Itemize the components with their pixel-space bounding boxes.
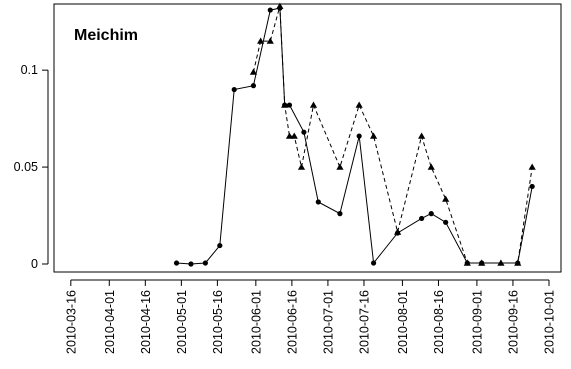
data-point: [514, 259, 522, 266]
y-axis: 0 0.05 0.1: [14, 63, 49, 271]
data-point: [336, 163, 344, 170]
data-point: [301, 129, 307, 135]
series-1: [173, 5, 535, 267]
x-tick-label: 2010-09-01: [470, 290, 484, 354]
data-point: [528, 163, 536, 170]
data-point: [309, 101, 318, 108]
data-point: [443, 219, 449, 225]
y-tick-label: 0.1: [21, 63, 38, 77]
data-point: [529, 183, 535, 190]
data-point: [370, 260, 377, 266]
plot-frame: [53, 3, 562, 273]
data-point: [173, 260, 180, 266]
data-point: [442, 195, 450, 202]
x-tick-label: 2010-09-16: [506, 290, 520, 354]
x-tick-label: 2010-03-16: [64, 290, 78, 354]
data-point: [478, 259, 486, 266]
data-point: [286, 102, 293, 108]
data-point: [290, 132, 298, 139]
data-point: [337, 211, 343, 217]
chart-title: Meichim: [74, 27, 138, 44]
data-point: [428, 211, 434, 217]
data-point: [250, 83, 257, 89]
data-point: [231, 86, 237, 93]
x-tick-label: 2010-04-01: [103, 290, 117, 354]
data-point: [356, 133, 362, 139]
x-tick-label: 2010-07-01: [321, 290, 335, 354]
series-2: [249, 2, 536, 266]
data-point: [315, 199, 321, 205]
data-point: [281, 101, 289, 108]
data-point: [285, 132, 294, 139]
data-point: [369, 132, 378, 139]
x-tick-label: 2010-07-16: [357, 290, 371, 354]
data-point: [463, 259, 471, 266]
y-tick-label: 0: [31, 257, 38, 271]
x-axis: 2010-03-16 2010-04-01 2010-04-16 2010-05-01…: [64, 279, 556, 354]
x-tick-label: 2010-06-16: [285, 290, 299, 354]
x-tick-label: 2010-05-16: [211, 290, 225, 354]
series-line: [176, 7, 533, 265]
data-point: [202, 260, 208, 266]
data-point: [267, 7, 273, 13]
data-point: [355, 101, 363, 108]
data-point: [419, 215, 425, 222]
x-tick-label: 2010-08-16: [432, 290, 446, 354]
data-point: [497, 259, 505, 266]
x-tick-label: 2010-04-16: [139, 290, 153, 354]
data-point: [217, 242, 223, 249]
data-point: [266, 37, 274, 44]
data-point: [297, 163, 306, 170]
data-point: [188, 261, 194, 267]
x-tick-label: 2010-05-01: [175, 290, 189, 354]
x-tick-label: 2010-10-01: [542, 290, 556, 354]
x-tick-label: 2010-08-01: [396, 290, 410, 354]
data-point: [394, 228, 402, 235]
data-point: [276, 2, 284, 9]
data-point: [249, 68, 258, 75]
data-point: [257, 37, 265, 44]
y-tick-label: 0.05: [14, 160, 38, 174]
data-point: [418, 132, 426, 139]
series-layer: [173, 2, 536, 267]
data-point: [427, 163, 435, 170]
x-tick-label: 2010-06-01: [249, 290, 263, 354]
